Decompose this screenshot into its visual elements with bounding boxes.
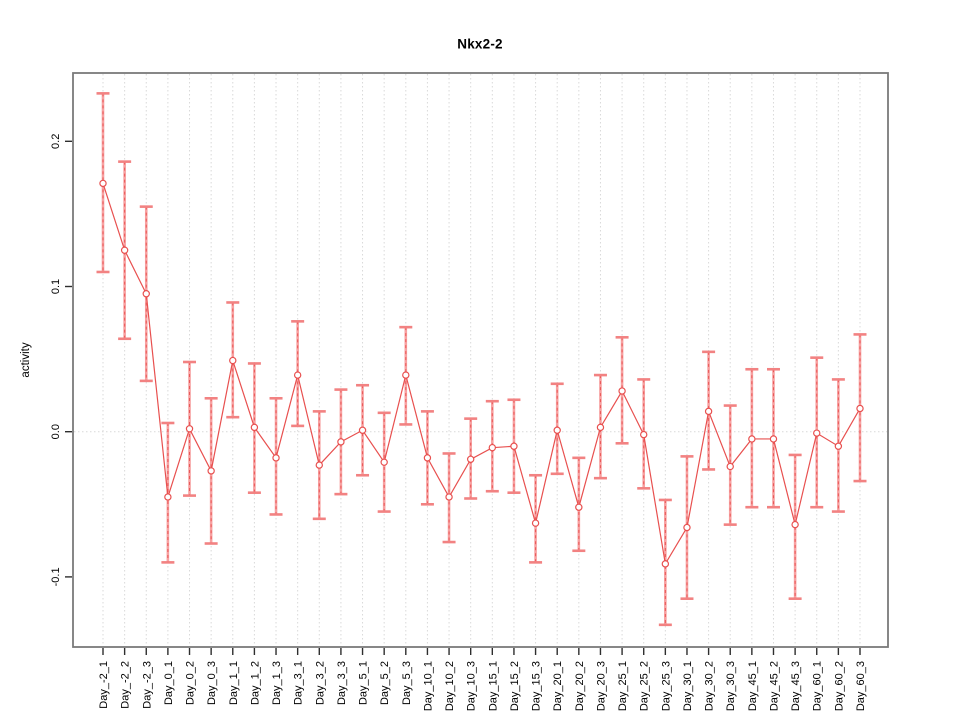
data-point [661, 560, 670, 568]
data-point [856, 404, 864, 413]
data-point [250, 423, 259, 432]
data-point [164, 493, 172, 501]
x-tick-label: Day_1_3 [271, 661, 283, 705]
x-tick-label: Day_25_2 [639, 661, 651, 711]
x-tick-label: Day_3_1 [293, 661, 305, 705]
data-point [272, 454, 280, 462]
data-point [185, 425, 194, 433]
x-tick-label: Day_5_2 [379, 661, 391, 705]
x-tick-label: Day_30_3 [725, 661, 737, 711]
x-tick-label: Day_3_2 [314, 661, 326, 705]
data-point [748, 435, 756, 443]
x-tick-label: Day_60_2 [833, 661, 845, 711]
x-tick-label: Day_60_1 [812, 661, 824, 711]
x-tick-label: Day_20_1 [552, 661, 564, 711]
x-tick-label: Day_15_1 [487, 661, 499, 711]
plot-frame [72, 72, 889, 648]
x-tick-label: Day_1_2 [249, 661, 261, 705]
data-point [293, 371, 302, 379]
data-point [120, 246, 129, 254]
x-tick-label: Day_20_2 [574, 661, 586, 711]
data-point [813, 429, 821, 437]
data-point [531, 519, 540, 527]
chart-title: Nkx2-2 [457, 36, 503, 52]
data-point [337, 438, 345, 446]
data-point [640, 430, 648, 439]
x-tick-label: Day_20_3 [595, 661, 607, 711]
x-tick-label: Day_-2_1 [98, 661, 110, 709]
y-tick-label: 0.1 [50, 279, 62, 294]
y-tick-label: 0.0 [50, 424, 62, 439]
data-point [229, 356, 237, 365]
data-point [791, 520, 799, 529]
x-tick-label: Day_0_3 [206, 661, 218, 705]
x-tick-label: Day_-2_3 [141, 661, 153, 709]
x-tick-label: Day_45_2 [768, 661, 780, 711]
x-tick-label: Day_5_1 [358, 661, 370, 705]
data-point [618, 387, 626, 395]
x-tick-label: Day_5_3 [401, 661, 413, 705]
x-tick-label: Day_3_3 [336, 661, 348, 705]
x-tick-label: Day_30_2 [704, 661, 716, 711]
data-point [402, 371, 410, 379]
x-tick-label: Day_15_2 [509, 661, 521, 711]
data-point [488, 443, 497, 452]
data-point [769, 435, 778, 443]
x-tick-label: Day_10_3 [466, 661, 478, 711]
x-tick-label: Day_0_2 [185, 661, 197, 705]
x-tick-label: Day_0_1 [163, 661, 175, 705]
data-point [423, 454, 432, 462]
x-tick-label: Day_-2_2 [120, 661, 132, 709]
data-point [683, 523, 691, 532]
data-point [380, 458, 388, 466]
data-point [510, 442, 518, 450]
data-point [358, 426, 367, 434]
data-point [704, 407, 713, 416]
x-tick-label: Day_10_1 [422, 661, 434, 711]
data-point [575, 503, 583, 511]
x-tick-label: Day_30_1 [682, 661, 694, 711]
data-point [142, 290, 150, 298]
data-point [445, 493, 453, 501]
data-point [466, 455, 475, 463]
y-tick-label: -0.1 [50, 567, 62, 586]
x-tick-label: Day_15_3 [531, 661, 543, 711]
y-tick-label: 0.2 [50, 134, 62, 149]
data-point [315, 461, 323, 469]
data-point [596, 423, 605, 432]
data-point [553, 426, 561, 434]
x-tick-label: Day_25_1 [617, 661, 629, 711]
x-tick-label: Day_1_1 [228, 661, 240, 705]
x-tick-label: Day_10_2 [444, 661, 456, 711]
x-tick-label: Day_45_1 [747, 661, 759, 711]
series-line [102, 183, 861, 566]
x-tick-label: Day_60_3 [855, 661, 867, 711]
data-point [99, 179, 107, 188]
x-tick-label: Day_25_3 [660, 661, 672, 711]
x-tick-label: Day_45_3 [790, 661, 802, 711]
data-point [207, 467, 215, 475]
data-point [834, 442, 843, 450]
data-point [726, 462, 734, 471]
